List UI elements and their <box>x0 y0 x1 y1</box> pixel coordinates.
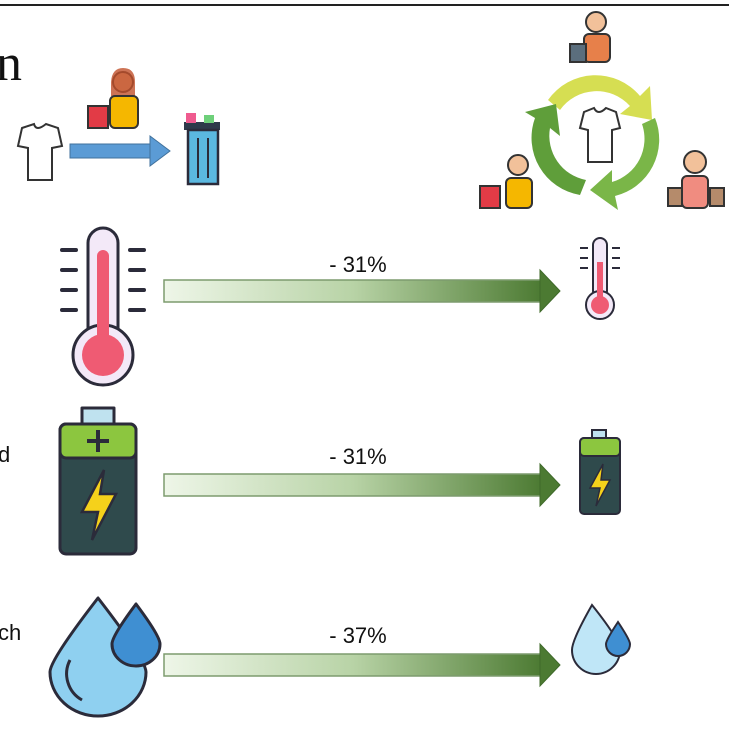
temperature-row: - 31% <box>62 228 620 385</box>
row-label: ch <box>0 620 21 645</box>
title-fragment: n <box>0 35 22 92</box>
change-label: - 31% <box>329 444 386 469</box>
linear-flow <box>18 68 220 184</box>
circular-flow <box>480 12 724 210</box>
energy-row: d - 31% <box>0 408 620 554</box>
change-label: - 31% <box>329 252 386 277</box>
water-row: ch - 37% <box>0 598 630 716</box>
row-label: d <box>0 442 10 467</box>
infographic: n <box>0 0 729 733</box>
change-label: - 37% <box>329 623 386 648</box>
